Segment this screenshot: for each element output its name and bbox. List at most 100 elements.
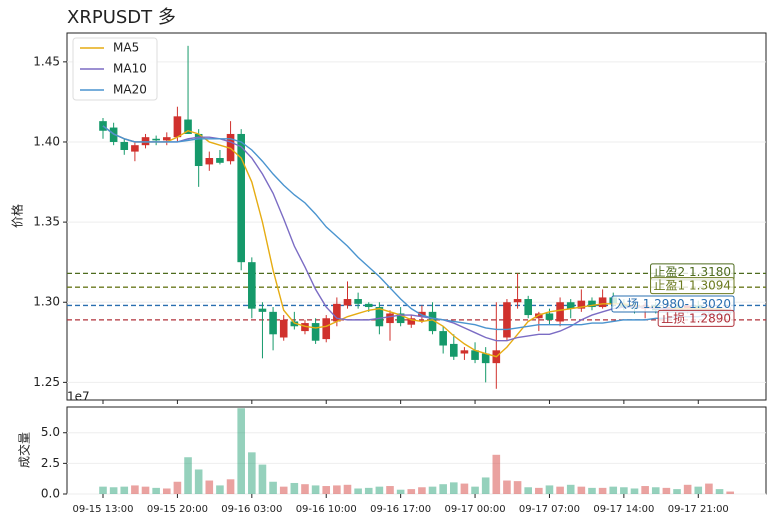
volume-bar <box>513 481 522 494</box>
offset-label: 1e7 <box>67 390 90 404</box>
y-axis-label: 成交量 <box>17 432 32 468</box>
volume-bar <box>492 454 501 494</box>
level-label-text: 止盈1 1.3094 <box>654 279 731 293</box>
volume-bar <box>428 486 437 494</box>
volume-bar <box>556 486 564 494</box>
candle-body <box>524 299 532 316</box>
x-tick-label: 09-15 13:00 <box>72 504 133 515</box>
volume-bar <box>705 483 713 494</box>
candle-body <box>301 323 309 332</box>
candle-body <box>449 343 458 357</box>
candle-body <box>566 302 575 309</box>
x-tick-label: 09-17 00:00 <box>445 504 506 515</box>
volume-bar <box>481 477 490 494</box>
volume-bar <box>598 487 607 494</box>
x-tick-label: 09-16 17:00 <box>370 504 431 515</box>
volume-bar <box>152 487 160 494</box>
candle-body <box>333 303 341 322</box>
candle-body <box>152 138 160 141</box>
volume-bar <box>449 482 458 494</box>
candle-body <box>588 300 596 308</box>
volume-bar <box>301 484 309 494</box>
volume-bar <box>673 489 681 494</box>
volume-bar <box>226 479 235 494</box>
candle-body <box>407 318 416 325</box>
volume-bar <box>386 486 394 494</box>
candle-body <box>396 313 405 324</box>
volume-bar <box>162 488 171 494</box>
volume-bar <box>588 487 596 494</box>
candle-body <box>556 302 564 322</box>
x-tick-label: 09-17 07:00 <box>519 504 580 515</box>
level-label-box <box>657 309 735 327</box>
volume-bar <box>279 486 288 494</box>
volume-bar <box>290 482 299 494</box>
y-tick-label: 1.35 <box>33 215 60 229</box>
legend-label: MA10 <box>113 62 147 76</box>
candle-body <box>205 158 214 165</box>
candle-body <box>173 116 182 138</box>
chart-title: XRPUSDT 多 <box>67 7 176 28</box>
volume-bar <box>662 487 671 494</box>
ma-line <box>102 125 731 331</box>
plot-frame <box>66 32 767 401</box>
y-tick-label: 1.30 <box>33 295 60 309</box>
volume-bar <box>194 469 203 494</box>
y-tick-label: 1.45 <box>33 54 60 68</box>
volume-bar <box>418 487 426 494</box>
volume-bar <box>343 484 352 494</box>
level-label-box <box>650 277 735 295</box>
x-tick-label: 09-15 20:00 <box>147 504 208 515</box>
volume-bar <box>216 485 224 494</box>
volume-bar <box>439 484 447 494</box>
candle-body <box>428 311 437 332</box>
volume-bar <box>620 487 628 494</box>
volume-bar <box>205 480 214 494</box>
volume-bar <box>311 485 320 494</box>
y-tick-label: 1.25 <box>33 375 60 389</box>
volume-bar <box>503 480 511 494</box>
y-tick-label: 5.0 <box>41 425 60 439</box>
volume-bar <box>248 452 256 494</box>
volume-bar <box>726 491 734 494</box>
level-label-text: 止盈2 1.3180 <box>654 265 731 279</box>
plot-frame <box>66 406 767 495</box>
candle-body <box>248 262 256 309</box>
candle-body <box>471 350 479 360</box>
volume-bar <box>269 481 277 494</box>
candle-body <box>322 318 331 340</box>
candle-body <box>375 307 384 327</box>
volume-bar <box>407 489 416 494</box>
candle-body <box>216 158 224 163</box>
legend-label: MA20 <box>113 83 147 97</box>
volume-bar <box>173 481 182 494</box>
candle-body <box>237 133 245 263</box>
candle-body <box>311 323 320 341</box>
volume-bar <box>535 487 543 494</box>
candle-body <box>226 133 235 162</box>
level-label-text: 止损 1.2890 <box>661 311 731 325</box>
volume-bar <box>322 486 331 494</box>
y-tick-label: 1.40 <box>33 134 60 148</box>
candle-body <box>194 133 203 167</box>
volume-bar <box>354 488 362 494</box>
x-tick-label: 09-17 14:00 <box>593 504 654 515</box>
candle-body <box>481 353 490 364</box>
volume-bar <box>609 486 618 494</box>
volume-bar <box>651 487 660 494</box>
y-tick-label: 0.0 <box>41 487 60 501</box>
level-label-text: 入场 1.2980-1.3020 <box>615 297 731 311</box>
candle-body <box>290 321 299 327</box>
candle-body <box>503 302 511 338</box>
volume-bar <box>333 485 341 494</box>
volume-bar <box>630 488 639 494</box>
y-tick-label: 2.5 <box>41 456 60 470</box>
volume-bar <box>375 486 384 494</box>
volume-bar <box>694 486 703 494</box>
volume-bar <box>109 487 118 494</box>
volume-bar <box>577 486 586 494</box>
volume-bar <box>545 485 554 494</box>
candle-body <box>364 303 373 308</box>
candle-body <box>513 299 522 303</box>
